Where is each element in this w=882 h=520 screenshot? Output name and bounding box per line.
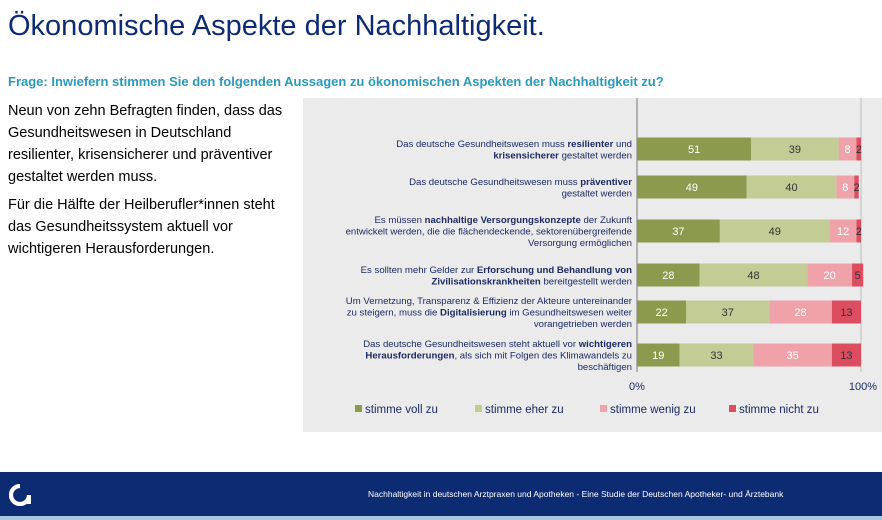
legend-item: stimme voll zu <box>355 404 438 416</box>
data-label: 37 <box>722 307 734 319</box>
chart-canvas: Das deutsche Gesundheitswesen muss resil… <box>346 98 877 416</box>
data-label: 51 <box>688 144 700 156</box>
bar-segment <box>854 175 859 199</box>
bar-segment <box>637 343 680 367</box>
data-label: 37 <box>672 226 684 238</box>
bar-segment <box>831 343 861 367</box>
legend-label: stimme nicht zu <box>739 404 819 416</box>
data-label: 13 <box>840 350 852 362</box>
category-label: Es müssen nachhaltige Versorgungskonzept… <box>346 215 633 249</box>
summary-paragraph-1: Neun von zehn Befragten finden, dass das… <box>8 103 283 185</box>
legend-label: stimme voll zu <box>365 404 438 416</box>
data-label: 35 <box>787 350 799 362</box>
data-label: 28 <box>794 307 806 319</box>
legend-swatch <box>355 405 362 412</box>
bar-segment <box>807 263 853 287</box>
data-label: 22 <box>656 307 668 319</box>
data-label: 2 <box>856 226 862 238</box>
bar-segment <box>746 175 837 199</box>
bar-segment <box>679 343 754 367</box>
x-tick-label: 100% <box>849 381 877 393</box>
stacked-bar-chart: Das deutsche Gesundheitswesen muss resil… <box>303 98 882 432</box>
bar-segment <box>852 263 864 287</box>
bar-segment <box>838 137 857 161</box>
data-label: 8 <box>844 144 850 156</box>
data-label: 49 <box>686 182 698 194</box>
survey-question: Frage: Inwiefern stimmen Sie den folgend… <box>8 74 664 89</box>
bar-segment <box>637 137 752 161</box>
legend-item: stimme nicht zu <box>729 404 819 416</box>
data-label: 2 <box>856 144 862 156</box>
legend-label: stimme eher zu <box>485 404 564 416</box>
bar-segment <box>753 343 832 367</box>
category-label: Das deutsche Gesundheitswesen steht aktu… <box>363 339 632 373</box>
data-label: 40 <box>785 182 797 194</box>
data-label: 19 <box>652 350 664 362</box>
category-label: Um Vernetzung, Transparenz & Effizienz d… <box>346 296 633 330</box>
bar-segment <box>856 137 861 161</box>
bar-segment <box>751 137 839 161</box>
data-label: 2 <box>853 182 859 194</box>
bar-segment <box>699 263 808 287</box>
legend-swatch <box>475 405 482 412</box>
page-title: Ökonomische Aspekte der Nachhaltigkeit. <box>8 10 545 42</box>
bar-segment <box>856 219 861 243</box>
legend-swatch <box>600 405 607 412</box>
bar-segment <box>831 300 861 324</box>
category-label: Das deutsche Gesundheitswesen muss resil… <box>396 139 632 162</box>
summary-text: Neun von zehn Befragten finden, dass das… <box>8 100 293 266</box>
data-label: 48 <box>747 270 759 282</box>
bar-segment <box>836 175 855 199</box>
bar-segment <box>686 300 770 324</box>
data-label: 12 <box>837 226 849 238</box>
data-label: 28 <box>662 270 674 282</box>
summary-paragraph-2: Für die Hälfte der Heilberufler*innen st… <box>8 197 275 257</box>
legend-label: stimme wenig zu <box>610 404 696 416</box>
bar-segment <box>719 219 830 243</box>
legend-item: stimme eher zu <box>475 404 564 416</box>
bar-segment <box>637 175 747 199</box>
data-label: 33 <box>710 350 722 362</box>
bar-segment <box>637 300 687 324</box>
category-label: Es sollten mehr Gelder zur Erforschung u… <box>361 265 632 288</box>
footer-text: Nachhaltigkeit in deutschen Arztpraxen u… <box>368 489 784 499</box>
data-label: 5 <box>855 270 861 282</box>
data-label: 39 <box>789 144 801 156</box>
bar-segment <box>829 219 857 243</box>
footer-accent-strip <box>0 516 882 520</box>
data-label: 20 <box>824 270 836 282</box>
data-label: 8 <box>842 182 848 194</box>
legend-item: stimme wenig zu <box>600 404 696 416</box>
bar-segment <box>769 300 832 324</box>
legend-swatch <box>729 405 736 412</box>
bar-segment <box>637 219 720 243</box>
footer-bar: Nachhaltigkeit in deutschen Arztpraxen u… <box>0 472 882 516</box>
apobank-logo-icon <box>9 484 31 506</box>
data-label: 49 <box>769 226 781 238</box>
data-label: 13 <box>840 307 852 319</box>
category-label: Das deutsche Gesundheitswesen muss präve… <box>409 177 632 200</box>
x-tick-label: 0% <box>629 381 645 393</box>
bar-segment <box>637 263 700 287</box>
